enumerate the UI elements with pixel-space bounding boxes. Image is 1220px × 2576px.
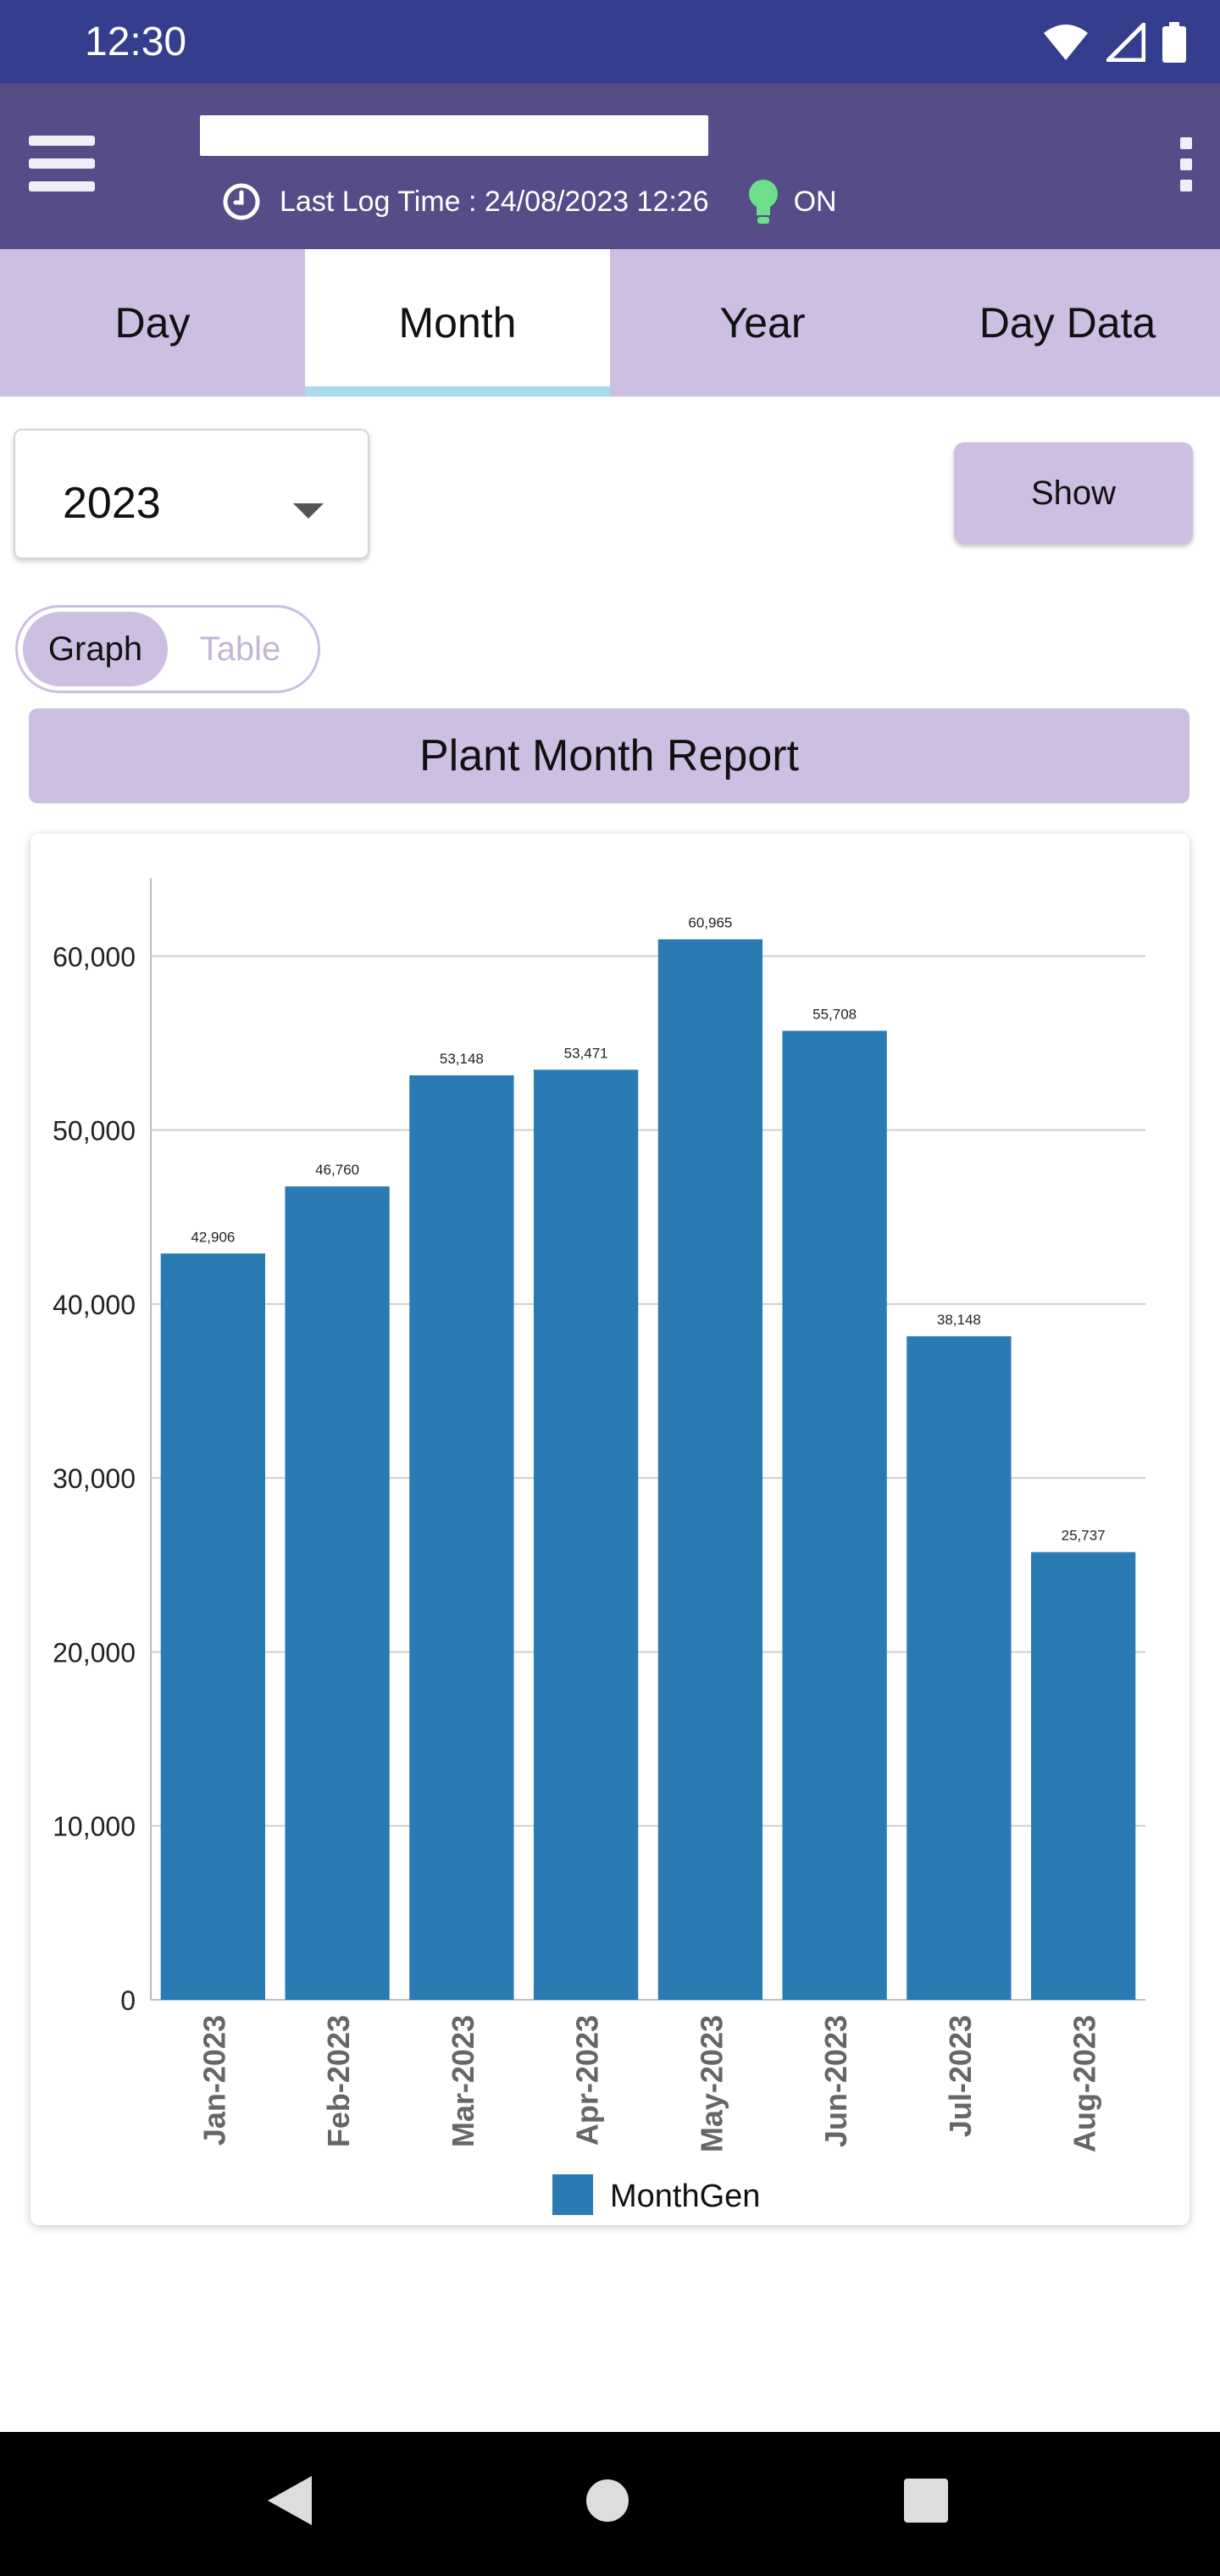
toggle-table[interactable]: Table: [199, 630, 281, 668]
plant-name-redacted: [200, 115, 708, 156]
data-label: 46,760: [315, 1162, 359, 1178]
y-tick-label: 30,000: [53, 1463, 136, 1494]
data-label: 53,471: [564, 1045, 608, 1061]
chart-card: 0 10,000 20,000 30,000 40,000 50,000 60,000 42,…: [30, 834, 1190, 2225]
x-tick-label: May-2023: [694, 2015, 729, 2152]
home-icon[interactable]: [585, 2478, 630, 2523]
battery-icon: [1162, 22, 1186, 63]
year-dropdown[interactable]: 2023: [14, 429, 369, 559]
tab-day[interactable]: Day: [114, 299, 191, 347]
cell-signal-icon: [1106, 23, 1145, 62]
legend-swatch: [552, 2174, 593, 2215]
recents-icon[interactable]: [903, 2478, 949, 2523]
last-log-row: Last Log Time : 24/08/2023 12:26 ON: [222, 180, 837, 224]
legend-label: MonthGen: [610, 2179, 760, 2214]
bar: [533, 1069, 639, 2000]
y-tick-label: 20,000: [53, 1637, 136, 1668]
data-label: 60,965: [688, 915, 732, 931]
lightbulb-icon: [748, 180, 778, 224]
data-label: 25,737: [1062, 1528, 1106, 1544]
report-title: Plant Month Report: [29, 708, 1190, 803]
back-icon[interactable]: [264, 2474, 315, 2527]
x-tick-label: Jun-2023: [818, 2015, 853, 2147]
app-bar: Last Log Time : 24/08/2023 12:26 ON: [0, 83, 1220, 249]
toggle-graph[interactable]: Graph: [23, 612, 168, 686]
y-tick-label: 50,000: [53, 1116, 136, 1146]
bar: [907, 1335, 1012, 2000]
view-toggle: Graph Table: [15, 605, 320, 693]
bar: [657, 939, 763, 2000]
month-generation-chart: 0 10,000 20,000 30,000 40,000 50,000 60,000 42,…: [53, 878, 1145, 2215]
x-tick-label: Mar-2023: [446, 2015, 480, 2147]
tab-year[interactable]: Year: [719, 299, 806, 347]
y-tick-label: 40,000: [53, 1290, 136, 1320]
year-dropdown-value: 2023: [63, 479, 161, 528]
wifi-icon: [1044, 25, 1088, 60]
last-log-time: Last Log Time : 24/08/2023 12:26: [280, 185, 709, 218]
data-label: 55,708: [812, 1006, 857, 1022]
y-tick-label: 0: [120, 1985, 136, 2016]
system-nav-bar: [0, 2432, 1220, 2576]
y-tick-label: 60,000: [53, 941, 136, 972]
x-tick-label: Jan-2023: [197, 2015, 231, 2146]
tab-day-data[interactable]: Day Data: [979, 299, 1156, 347]
tab-month[interactable]: Month: [305, 249, 610, 397]
connection-status: ON: [793, 185, 837, 218]
bar: [160, 1253, 266, 2000]
bar: [285, 1186, 390, 2000]
chevron-down-icon: [293, 503, 324, 519]
x-tick-label: Apr-2023: [570, 2015, 605, 2146]
x-tick-label: Aug-2023: [1068, 2015, 1102, 2152]
data-label: 38,148: [937, 1312, 981, 1328]
bar: [409, 1075, 514, 2000]
clock-icon: [223, 183, 260, 220]
period-tabs: Day Month Year Day Data: [0, 249, 1220, 397]
x-tick-label: Jul-2023: [943, 2015, 978, 2137]
more-options-icon[interactable]: [1176, 137, 1196, 192]
show-button[interactable]: Show: [954, 442, 1193, 544]
status-bar: 12:30: [0, 0, 1220, 83]
status-icons: [1042, 19, 1186, 66]
x-tick-label: Feb-2023: [321, 2015, 356, 2147]
bar: [1030, 1552, 1136, 2000]
menu-icon[interactable]: [29, 136, 95, 192]
y-tick-label: 10,000: [53, 1812, 136, 1842]
data-label: 53,148: [440, 1051, 484, 1067]
status-time: 12:30: [85, 19, 187, 64]
bar: [782, 1030, 887, 2000]
data-label: 42,906: [191, 1229, 235, 1245]
